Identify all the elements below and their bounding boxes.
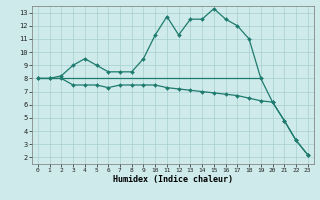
X-axis label: Humidex (Indice chaleur): Humidex (Indice chaleur) xyxy=(113,175,233,184)
